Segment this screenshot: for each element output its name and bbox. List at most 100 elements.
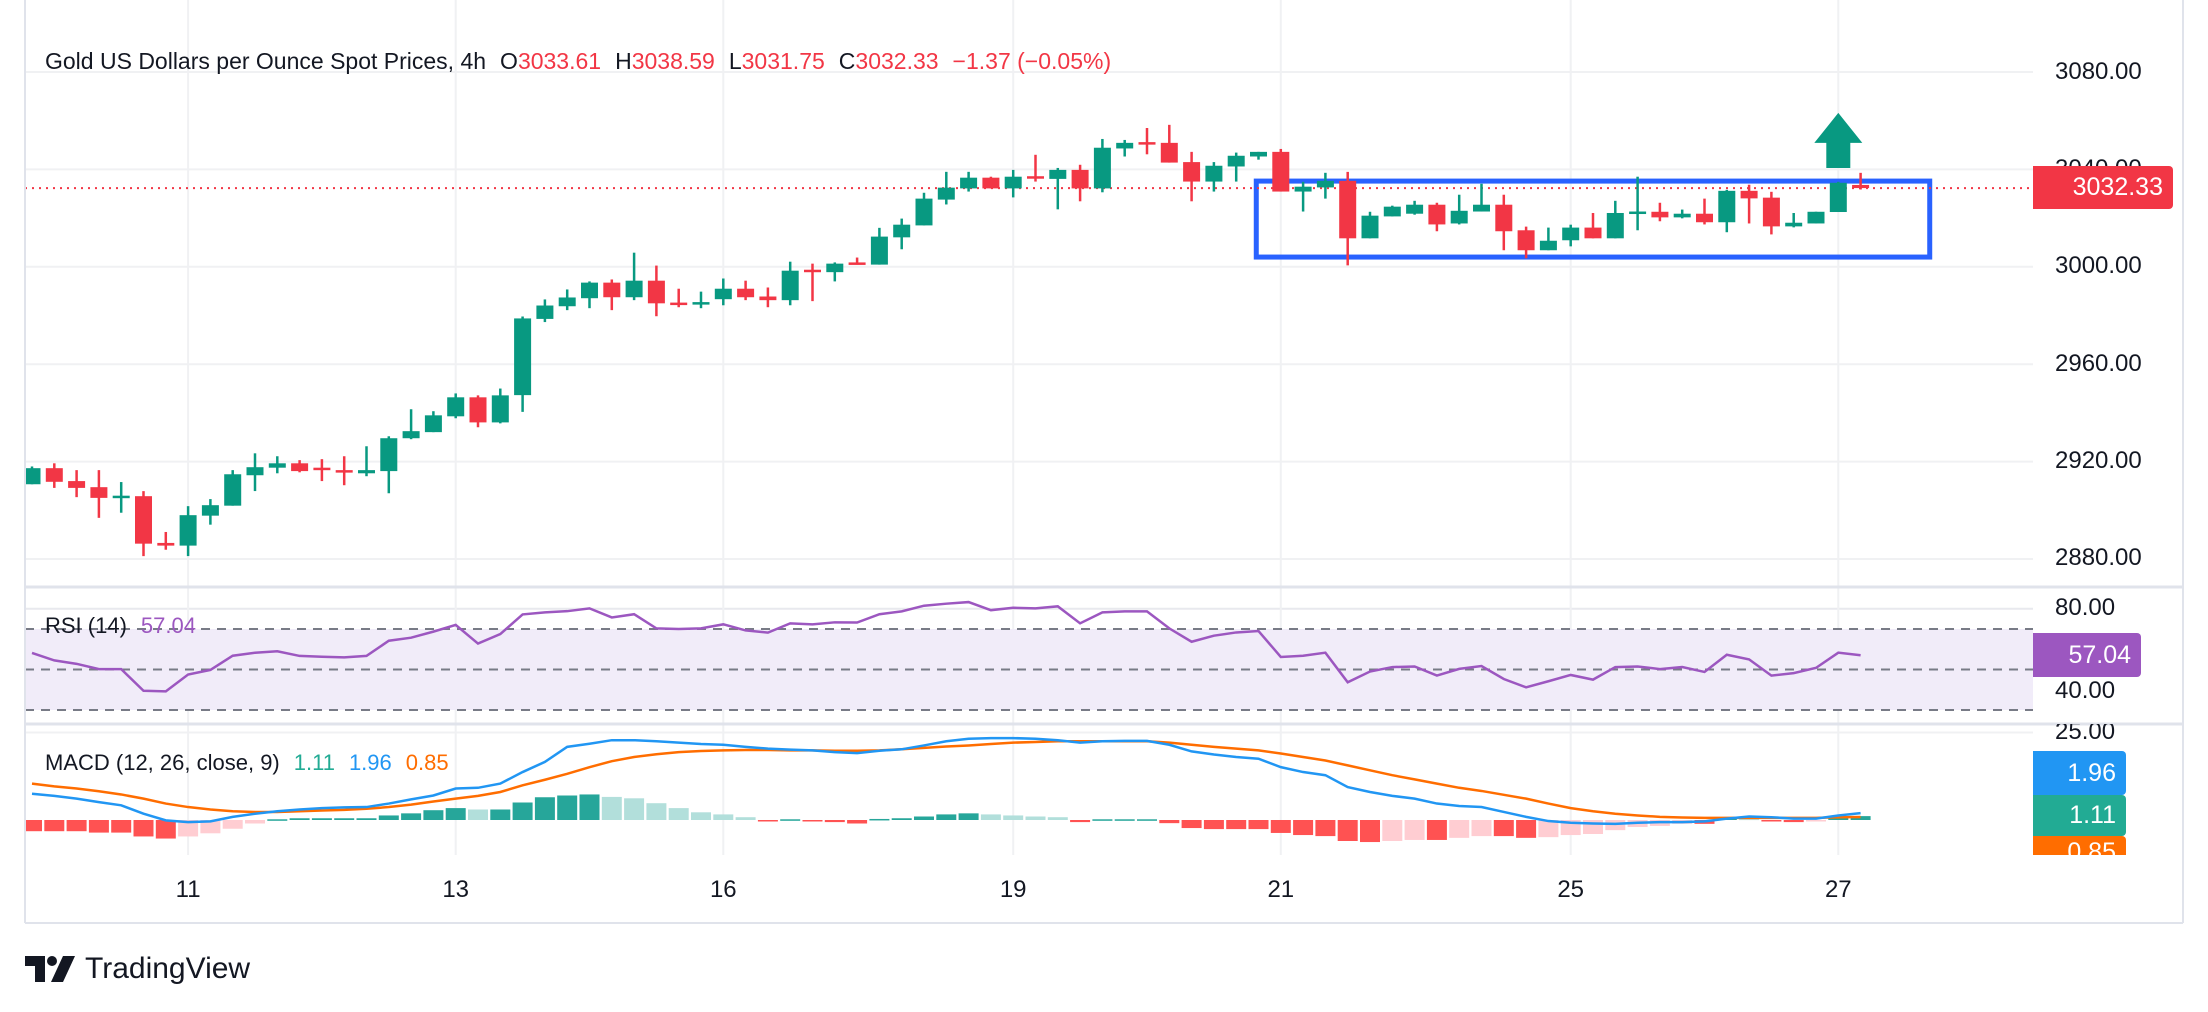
candle-body: [1160, 142, 1178, 163]
candle: [1316, 172, 1334, 199]
candle-body: [1250, 151, 1267, 157]
macd-tick: 25.00: [2055, 724, 2116, 745]
macd-histogram-bar: [579, 794, 600, 820]
candle-body: [201, 505, 219, 516]
candle-body: [45, 468, 63, 482]
candle: [1450, 194, 1468, 225]
macd-histogram-bar: [1159, 820, 1180, 824]
macd-histogram-bar: [847, 820, 868, 824]
macd-histogram-bar: [735, 817, 756, 820]
candle: [558, 289, 576, 311]
macd-histogram-bar: [668, 808, 689, 820]
candle: [1361, 211, 1379, 239]
candle: [1584, 212, 1602, 239]
last-price-badge: 3032.33: [2033, 166, 2173, 209]
candle-body: [224, 474, 242, 506]
date-label: 25: [1557, 876, 1585, 903]
price-tick: 2960.00: [2055, 350, 2142, 377]
macd-histogram-bar: [200, 820, 221, 834]
candle: [982, 176, 1000, 189]
macd-histogram-bar: [891, 818, 912, 820]
macd-histogram-bar: [624, 798, 645, 820]
candle-body: [893, 224, 911, 238]
candle: [826, 262, 844, 282]
candle-body: [647, 280, 665, 304]
high-value: 3038.59: [631, 48, 715, 74]
rsi-band: [25, 628, 2033, 711]
candle: [1294, 181, 1312, 212]
candle-body: [759, 296, 777, 301]
macd-histogram-bar: [490, 809, 511, 820]
price-tick: 3080.00: [2055, 58, 2142, 85]
candle-body: [246, 467, 264, 476]
macd-histogram-bar: [1538, 820, 1559, 838]
macd-signal-line: [31, 740, 1861, 820]
candle: [759, 287, 777, 308]
candle: [960, 171, 978, 192]
macd-histogram-bar: [267, 819, 288, 821]
macd-histogram-bar: [1337, 820, 1358, 841]
candle: [1762, 191, 1780, 235]
range-box-layer: [25, 178, 2033, 260]
candle: [1227, 152, 1245, 182]
candle-body: [1629, 211, 1647, 215]
candle-body: [1049, 169, 1067, 179]
macd-axis[interactable]: 25.00 1.96 1.11 0.85: [2033, 724, 2183, 855]
candle: [1205, 162, 1223, 192]
open-value: 3033.61: [517, 48, 602, 74]
rsi-label[interactable]: RSI (14): [45, 613, 127, 638]
candle-body: [1539, 240, 1557, 251]
candle-body: [157, 542, 175, 546]
candle: [358, 446, 375, 477]
macd-line-value: 1.96: [348, 750, 392, 775]
candle: [469, 395, 487, 428]
candle: [514, 316, 532, 412]
symbol-legend: Gold US Dollars per Ounce Spot Prices, 4…: [45, 48, 1111, 75]
macd-line: [31, 736, 1861, 826]
candle-body: [625, 280, 643, 298]
candle-body: [1718, 190, 1736, 223]
candle: [447, 393, 465, 419]
candle: [781, 261, 799, 306]
macd-histogram-bar: [1382, 820, 1403, 841]
candle: [625, 252, 643, 301]
candle-body: [558, 297, 576, 307]
candle-body: [268, 463, 286, 468]
candle: [1852, 172, 1870, 190]
symbol-title[interactable]: Gold US Dollars per Ounce Spot Prices, 4…: [45, 48, 487, 74]
macd-histogram-bar: [1493, 820, 1514, 837]
candle-body: [514, 318, 532, 396]
macd-label[interactable]: MACD (12, 26, close, 9): [45, 750, 280, 775]
candle: [224, 470, 242, 506]
candle-body: [1606, 212, 1624, 239]
candle-body: [424, 415, 442, 433]
price-tick: 2920.00: [2055, 447, 2142, 474]
candle: [335, 456, 353, 486]
candle-body: [491, 395, 509, 423]
macd-histogram-bar: [356, 818, 377, 820]
candle-body: [1428, 204, 1446, 225]
chart-frame: [24, 0, 2184, 924]
candle: [1495, 194, 1513, 251]
candle: [90, 470, 108, 518]
macd-histogram-bar: [1360, 820, 1380, 843]
date-label: 16: [709, 876, 737, 903]
tradingview-logo[interactable]: TradingView: [25, 952, 250, 986]
macd-histogram-bar: [1047, 817, 1068, 820]
candle-body: [1473, 204, 1490, 212]
macd-histogram-bar: [824, 820, 845, 823]
candle-body: [536, 305, 554, 319]
date-label: 11: [175, 876, 201, 903]
candle-body: [1785, 222, 1803, 227]
candle-body: [581, 282, 598, 299]
candle-body: [1138, 142, 1156, 145]
candle: [402, 409, 420, 440]
candle-body: [1651, 211, 1669, 218]
rsi-band-fill: [25, 629, 2033, 710]
candle-body: [1227, 155, 1245, 167]
candle: [848, 257, 866, 265]
macd-histogram-bar: [646, 803, 667, 820]
candle: [424, 411, 442, 433]
candle: [157, 531, 175, 550]
